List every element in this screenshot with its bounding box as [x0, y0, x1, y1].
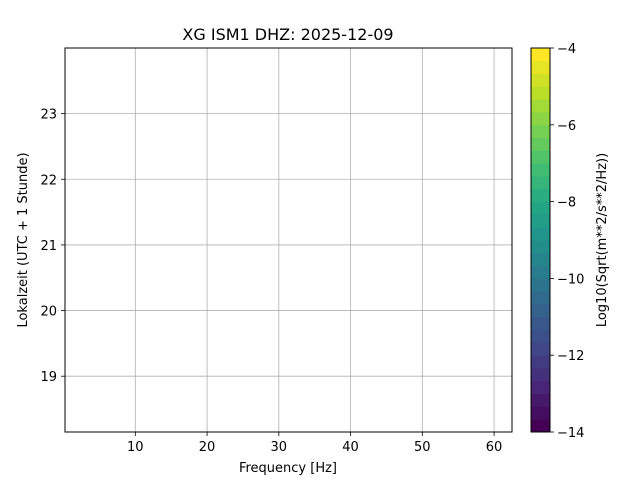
- chart-title: XG ISM1 DHZ: 2025-12-09: [182, 25, 393, 44]
